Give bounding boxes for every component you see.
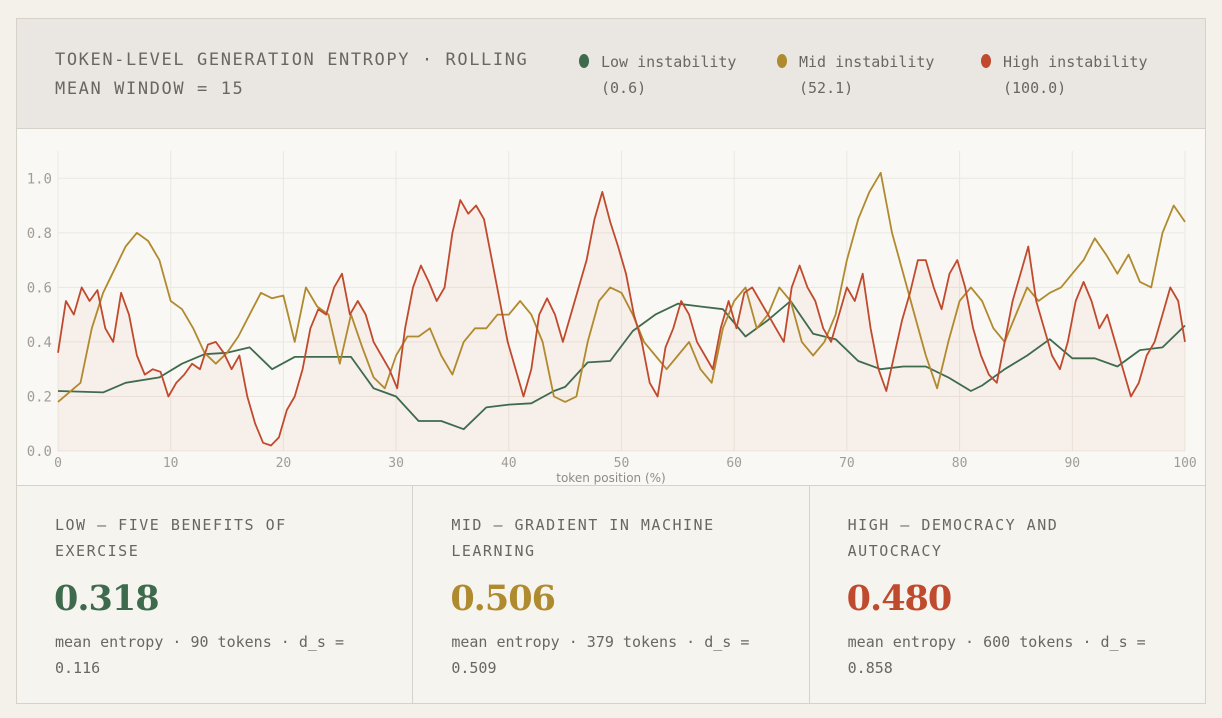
series-line-high-instability[interactable] bbox=[57, 191, 1186, 447]
legend-low-label: Low instability bbox=[601, 53, 737, 71]
card-high: HIGH — DEMOCRACY AND AUTOCRACY 0.480 mea… bbox=[810, 486, 1205, 704]
x-tick-label: 40 bbox=[501, 456, 517, 471]
legend-low-value: (0.6) bbox=[601, 79, 647, 97]
x-tick-label: 50 bbox=[614, 456, 630, 471]
legend-mid-dot-icon bbox=[777, 54, 787, 68]
card-low: LOW — FIVE BENEFITS OF EXERCISE 0.318 me… bbox=[17, 486, 414, 704]
card-mid: MID — GRADIENT IN MACHINE LEARNING 0.506… bbox=[413, 486, 810, 704]
y-tick-label: 0.0 bbox=[27, 444, 52, 460]
legend-high-label: High instability bbox=[1003, 53, 1148, 71]
series-area-high-instability bbox=[58, 191, 1185, 451]
summary-cards: LOW — FIVE BENEFITS OF EXERCISE 0.318 me… bbox=[17, 486, 1205, 704]
axis-ticks: 0.0 0.2 0.4 0.6 0.8 1.0 0 10 20 30 40 50 60 70 80 90 100 bbox=[27, 171, 1197, 471]
series-lines bbox=[57, 171, 1186, 447]
entropy-line-chart: 0.0 0.2 0.4 0.6 0.8 1.0 0 10 20 30 40 50 60 70 80 90 100… bbox=[27, 151, 1197, 485]
card-high-desc: mean entropy · 600 tokens · d_s = 0.858 bbox=[847, 633, 1146, 677]
legend-mid[interactable]: Mid instability (52.1) bbox=[777, 49, 934, 101]
x-tick-label: 80 bbox=[952, 456, 968, 471]
x-tick-label: 90 bbox=[1064, 456, 1080, 471]
legend-low-dot-icon bbox=[579, 54, 589, 68]
chart-header: TOKEN-LEVEL GENERATION ENTROPY · ROLLING… bbox=[17, 19, 1205, 129]
y-tick-label: 0.8 bbox=[27, 226, 52, 242]
card-high-title: HIGH — DEMOCRACY AND AUTOCRACY bbox=[847, 516, 1059, 560]
y-tick-label: 0.6 bbox=[27, 280, 52, 296]
card-mid-value: 0.506 bbox=[450, 578, 556, 619]
legend-high-dot-icon bbox=[981, 54, 991, 68]
x-tick-label: 60 bbox=[726, 456, 742, 471]
x-tick-label: 30 bbox=[388, 456, 404, 471]
card-mid-desc: mean entropy · 379 tokens · d_s = 0.509 bbox=[451, 633, 750, 677]
x-axis-label: token position (%) bbox=[556, 471, 665, 485]
x-tick-label: 70 bbox=[839, 456, 855, 471]
x-tick-label: 10 bbox=[163, 456, 179, 471]
y-tick-label: 0.4 bbox=[27, 335, 52, 351]
x-tick-label: 100 bbox=[1173, 456, 1196, 471]
legend-high-value: (100.0) bbox=[1003, 79, 1067, 97]
card-low-desc: mean entropy · 90 tokens · d_s = 0.116 bbox=[55, 633, 344, 677]
area-fills bbox=[58, 191, 1185, 451]
legend-mid-label: Mid instability bbox=[799, 53, 935, 71]
series-line-low-instability[interactable] bbox=[57, 300, 1186, 431]
card-mid-title: MID — GRADIENT IN MACHINE LEARNING bbox=[451, 516, 715, 560]
grid bbox=[57, 151, 1186, 452]
x-tick-label: 0 bbox=[54, 456, 62, 471]
y-tick-label: 1.0 bbox=[27, 171, 52, 187]
legend-low[interactable]: Low instability (0.6) bbox=[579, 49, 736, 101]
y-tick-label: 0.2 bbox=[27, 389, 52, 405]
x-tick-label: 20 bbox=[276, 456, 292, 471]
card-low-value: 0.318 bbox=[54, 578, 160, 619]
series-line-mid-instability[interactable] bbox=[57, 171, 1186, 403]
legend-mid-value: (52.1) bbox=[799, 79, 854, 97]
chart-area: 0.0 0.2 0.4 0.6 0.8 1.0 0 10 20 30 40 50 60 70 80 90 100… bbox=[17, 129, 1205, 486]
entropy-panel: TOKEN-LEVEL GENERATION ENTROPY · ROLLING… bbox=[16, 18, 1206, 704]
card-low-title: LOW — FIVE BENEFITS OF EXERCISE bbox=[55, 516, 287, 560]
chart-title: TOKEN-LEVEL GENERATION ENTROPY · ROLLING… bbox=[55, 50, 529, 99]
card-high-value: 0.480 bbox=[846, 578, 953, 619]
legend-high[interactable]: High instability (100.0) bbox=[981, 49, 1148, 101]
